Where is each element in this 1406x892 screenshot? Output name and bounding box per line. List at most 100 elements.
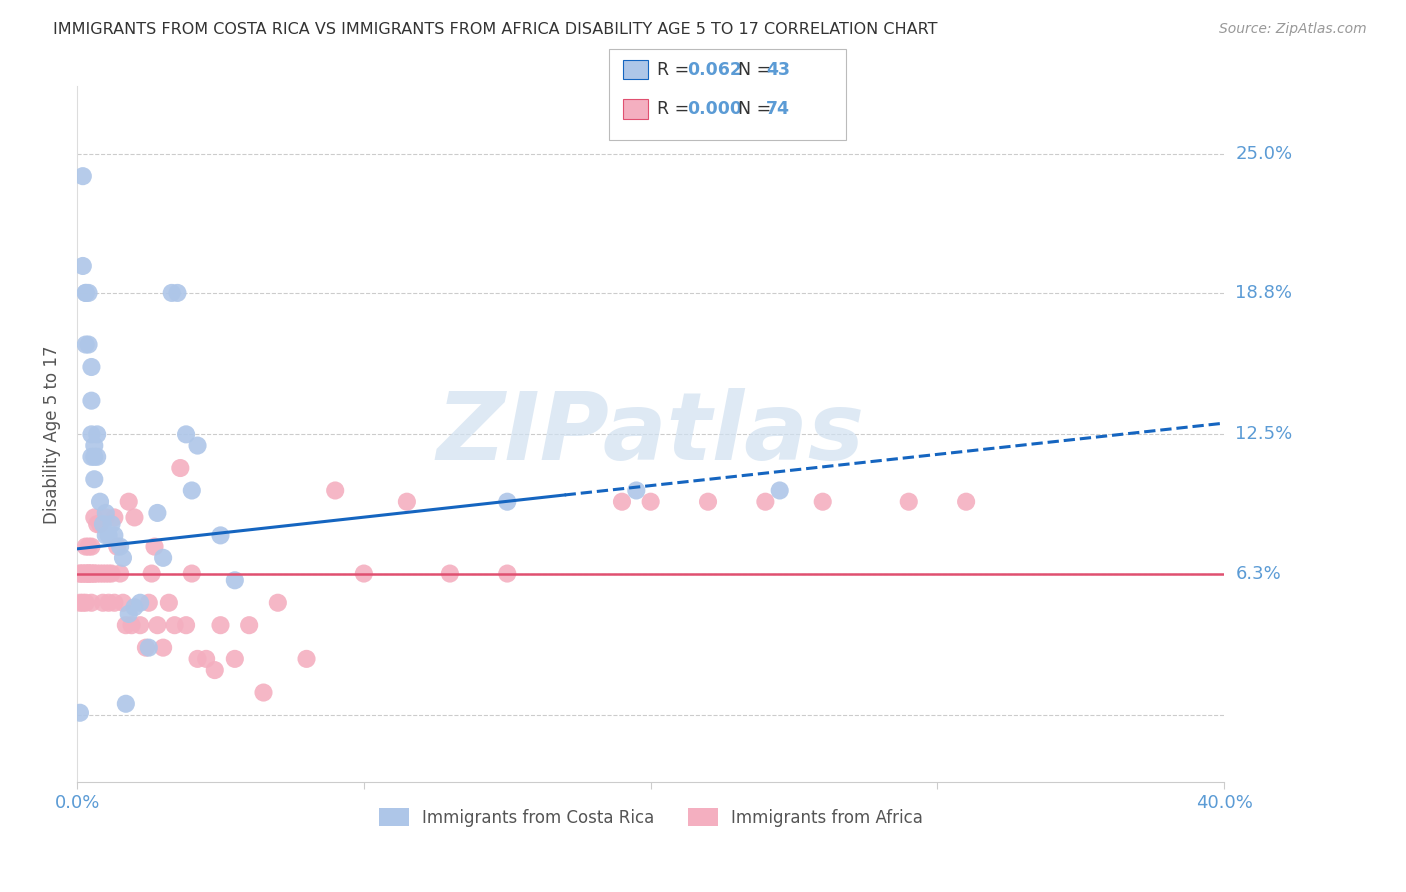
Text: IMMIGRANTS FROM COSTA RICA VS IMMIGRANTS FROM AFRICA DISABILITY AGE 5 TO 17 CORR: IMMIGRANTS FROM COSTA RICA VS IMMIGRANTS…	[53, 22, 938, 37]
Point	[115, 618, 138, 632]
Point	[138, 596, 160, 610]
Point	[72, 566, 94, 581]
Point	[77, 337, 100, 351]
Point	[111, 550, 134, 565]
Point	[152, 550, 174, 565]
Text: R =: R =	[657, 100, 695, 118]
Point	[224, 652, 246, 666]
Point	[86, 566, 108, 581]
Point	[72, 566, 94, 581]
Point	[86, 517, 108, 532]
Point	[186, 439, 208, 453]
Point	[105, 540, 128, 554]
Point	[174, 618, 197, 632]
Point	[124, 600, 146, 615]
Point	[77, 566, 100, 581]
Point	[75, 596, 97, 610]
Point	[80, 566, 103, 581]
Point	[80, 427, 103, 442]
Text: 6.3%: 6.3%	[1236, 565, 1281, 582]
Point	[86, 427, 108, 442]
Point	[103, 510, 125, 524]
Point	[811, 494, 834, 508]
Text: N =: N =	[738, 100, 778, 118]
Point	[610, 494, 633, 508]
Point	[897, 494, 920, 508]
Point	[94, 528, 117, 542]
Point	[754, 494, 776, 508]
Point	[157, 596, 180, 610]
Point	[75, 566, 97, 581]
Point	[83, 450, 105, 464]
Point	[69, 596, 91, 610]
Point	[118, 607, 141, 621]
Point	[94, 566, 117, 581]
Point	[72, 259, 94, 273]
Point	[75, 337, 97, 351]
Point	[166, 285, 188, 300]
Point	[295, 652, 318, 666]
Text: 25.0%: 25.0%	[1236, 145, 1292, 162]
Point	[124, 510, 146, 524]
Point	[135, 640, 157, 655]
Point	[69, 566, 91, 581]
Point	[97, 566, 120, 581]
Point	[496, 494, 519, 508]
Point	[138, 640, 160, 655]
Text: Source: ZipAtlas.com: Source: ZipAtlas.com	[1219, 22, 1367, 37]
Point	[163, 618, 186, 632]
Point	[89, 517, 111, 532]
Point	[146, 506, 169, 520]
Point	[80, 540, 103, 554]
Y-axis label: Disability Age 5 to 17: Disability Age 5 to 17	[44, 345, 60, 524]
Point	[626, 483, 648, 498]
Point	[174, 427, 197, 442]
Point	[111, 596, 134, 610]
Point	[83, 566, 105, 581]
Point	[103, 596, 125, 610]
Point	[141, 566, 163, 581]
Point	[955, 494, 977, 508]
Point	[353, 566, 375, 581]
Point	[86, 450, 108, 464]
Point	[91, 517, 114, 532]
Point	[75, 285, 97, 300]
Point	[129, 618, 152, 632]
Point	[115, 697, 138, 711]
Point	[83, 566, 105, 581]
Text: 18.8%: 18.8%	[1236, 284, 1292, 301]
Point	[238, 618, 260, 632]
Point	[72, 169, 94, 183]
Point	[83, 510, 105, 524]
Point	[69, 706, 91, 720]
Point	[80, 359, 103, 374]
Point	[252, 685, 274, 699]
Text: R =: R =	[657, 61, 695, 78]
Text: 12.5%: 12.5%	[1236, 425, 1292, 443]
Point	[91, 566, 114, 581]
Point	[77, 540, 100, 554]
Point	[152, 640, 174, 655]
Point	[180, 566, 202, 581]
Point	[323, 483, 346, 498]
Point	[83, 439, 105, 453]
Point	[77, 566, 100, 581]
Point	[186, 652, 208, 666]
Point	[80, 566, 103, 581]
Point	[204, 663, 226, 677]
Point	[77, 566, 100, 581]
Point	[496, 566, 519, 581]
Point	[129, 596, 152, 610]
Point	[80, 450, 103, 464]
Point	[100, 517, 122, 532]
Point	[209, 618, 232, 632]
Point	[160, 285, 183, 300]
Point	[195, 652, 218, 666]
Point	[121, 618, 143, 632]
Point	[91, 596, 114, 610]
Point	[89, 566, 111, 581]
Point	[439, 566, 461, 581]
Legend: Immigrants from Costa Rica, Immigrants from Africa: Immigrants from Costa Rica, Immigrants f…	[373, 801, 929, 833]
Point	[97, 528, 120, 542]
Text: ZIPatlas: ZIPatlas	[437, 388, 865, 481]
